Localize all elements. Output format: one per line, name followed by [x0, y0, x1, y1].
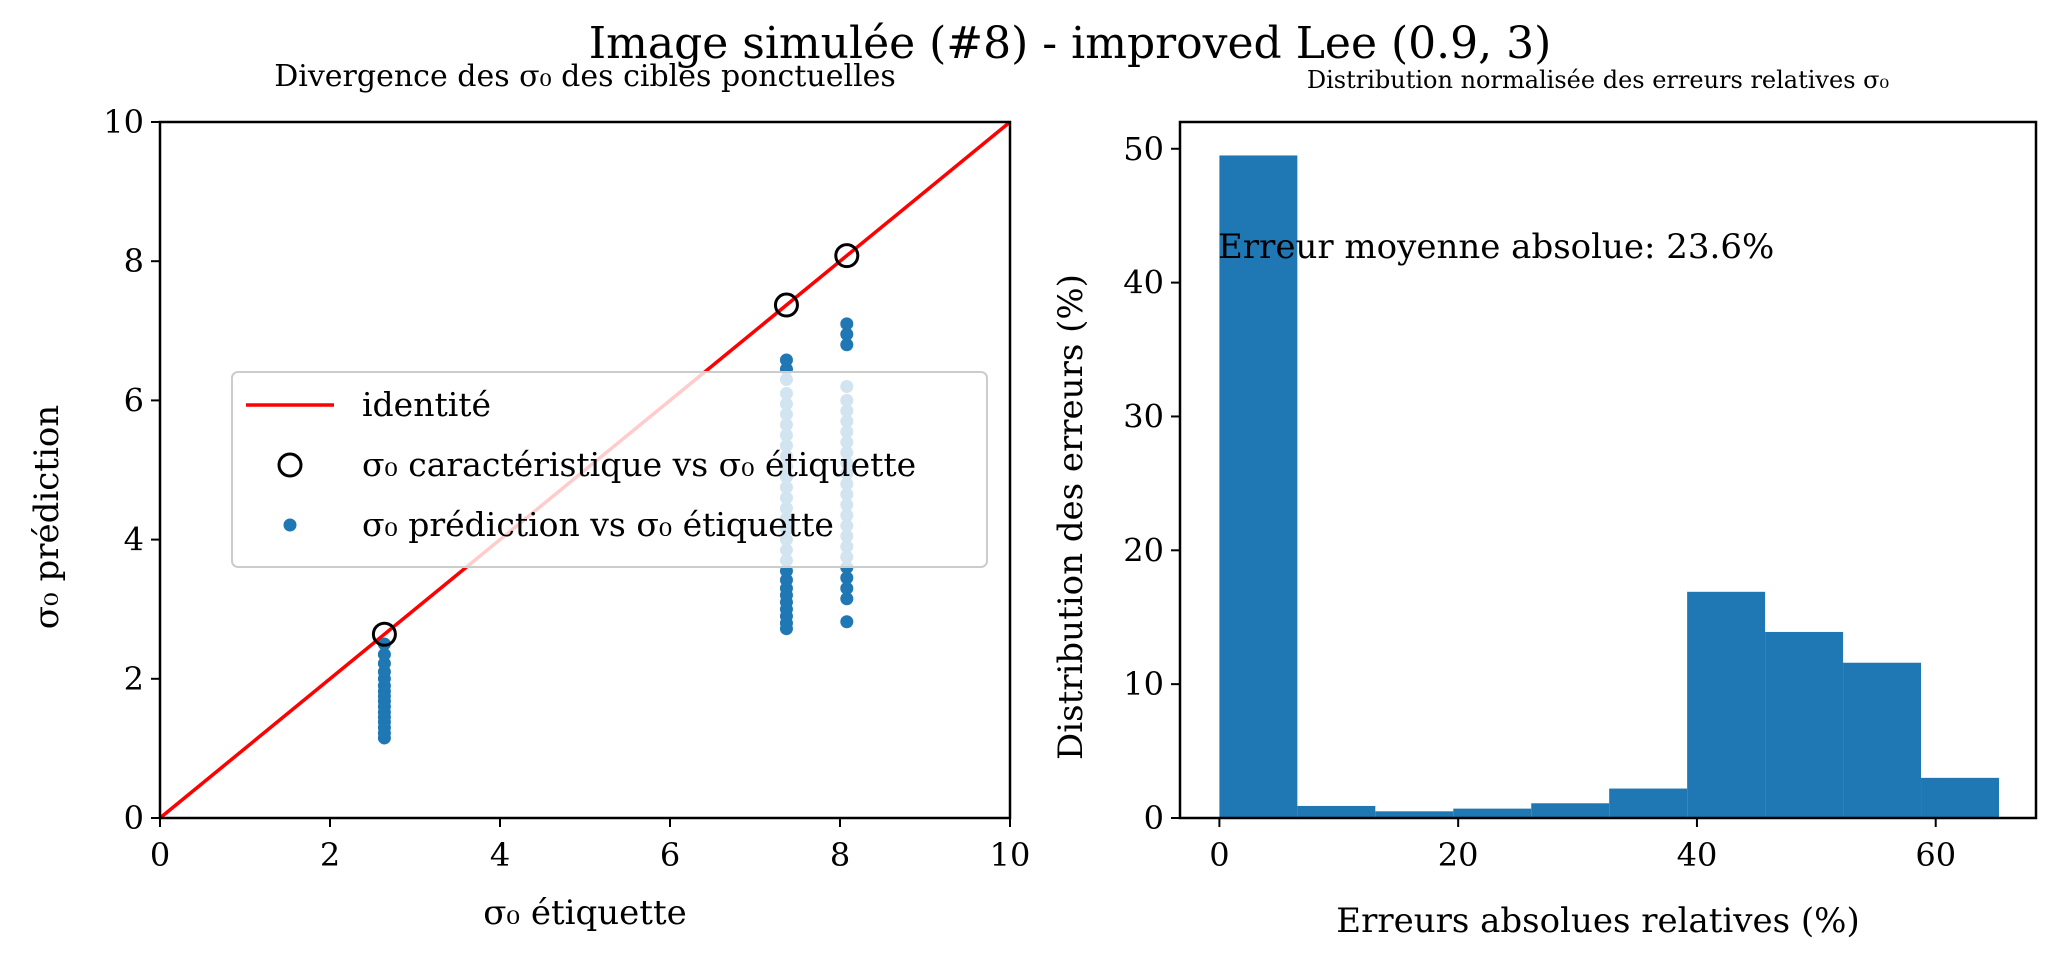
scatter-x-tick-label: 2 — [320, 836, 340, 874]
scatter-legend: identité σ₀ caractéristique vs σ₀ étiquet… — [231, 371, 988, 568]
histogram-y-tick-label: 50 — [1123, 130, 1164, 168]
histogram-x-tick-label: 40 — [1677, 836, 1718, 874]
scatter-y-axis-label: σ₀ prédiction — [27, 405, 67, 629]
histogram-bar-2 — [1375, 811, 1454, 818]
scatter-y-tick-label: 2 — [124, 660, 144, 698]
scatter-frame — [158, 120, 1012, 820]
characteristic-circle-0 — [371, 621, 397, 647]
legend-label: identité — [362, 385, 491, 424]
histogram-y-tick-label: 0 — [1144, 799, 1164, 837]
histogram-x-tick-label: 20 — [1438, 836, 1479, 874]
scatter-x-tick-label: 6 — [660, 836, 680, 874]
prediction-point-2-2 — [840, 581, 854, 595]
histogram-bar-7 — [1765, 631, 1844, 818]
prediction-point-2-3 — [840, 571, 854, 585]
histogram-annotation: Erreur moyenne absolue: 23.6% — [1218, 227, 1774, 267]
scatter-plot-area: 0 2 4 6 8 10 0 2 4 6 8 10 identité σ₀ caractéristique… — [103, 103, 1030, 874]
scatter-y-tick-label: 10 — [103, 103, 144, 141]
histogram-bar-6 — [1687, 591, 1766, 818]
scatter-x-tick-label: 4 — [490, 836, 510, 874]
prediction-point-0-13 — [377, 656, 391, 670]
histogram-x-axis-label: Erreurs absolues relatives (%) — [1336, 901, 1859, 941]
histogram-x-tick-label: 0 — [1209, 836, 1229, 874]
characteristic-circle-1 — [773, 292, 799, 318]
histogram-plot-area: 0 20 40 60 0 10 20 30 40 50 Erreur moyenne absolue… — [1123, 120, 2038, 874]
histogram-x-tick-label: 60 — [1915, 836, 1956, 874]
histogram-bar-3 — [1453, 808, 1532, 818]
histogram-bar-0 — [1219, 155, 1298, 818]
prediction-point-2-22 — [840, 338, 854, 352]
prediction-point-1-28 — [779, 353, 793, 367]
prediction-point-2-0 — [840, 615, 854, 629]
histogram-bar-9 — [1921, 777, 1999, 818]
legend-circle-swatch — [277, 452, 303, 478]
histogram-bar-5 — [1609, 788, 1688, 818]
histogram-y-tick-label: 40 — [1123, 264, 1164, 302]
scatter-y-tick-label: 4 — [124, 521, 144, 559]
prediction-point-2-24 — [840, 317, 854, 331]
histogram-bar-8 — [1843, 662, 1922, 818]
prediction-point-1-7 — [779, 573, 793, 587]
histogram-chart: Distribution normalisée des erreurs rela… — [1051, 66, 2038, 941]
figure-suptitle: Image simulée (#8) - improved Lee (0.9, … — [589, 18, 1552, 69]
histogram-y-tick-label: 10 — [1123, 665, 1164, 703]
scatter-chart: Divergence des σ₀ des cibles ponctuelles… — [27, 59, 1030, 933]
prediction-point-2-23 — [840, 327, 854, 341]
histogram-y-axis-label: Distribution des erreurs (%) — [1051, 274, 1091, 760]
histogram-bar-4 — [1531, 803, 1610, 818]
histogram-frame — [1178, 120, 2038, 820]
characteristic-circle-2 — [834, 243, 860, 269]
prediction-point-2-1 — [840, 592, 854, 606]
scatter-chart-title: Divergence des σ₀ des cibles ponctuelles — [274, 59, 896, 94]
scatter-y-tick-label: 0 — [124, 799, 144, 837]
scatter-y-tick-label: 8 — [124, 242, 144, 280]
legend-label: σ₀ prédiction vs σ₀ étiquette — [362, 505, 834, 544]
histogram-y-tick-label: 30 — [1123, 397, 1164, 435]
prediction-point-0-14 — [377, 647, 391, 661]
scatter-x-tick-label: 8 — [830, 836, 850, 874]
legend-label: σ₀ caractéristique vs σ₀ étiquette — [362, 445, 916, 484]
histogram-chart-title: Distribution normalisée des erreurs rela… — [1307, 66, 1889, 94]
scatter-x-tick-label: 0 — [150, 836, 170, 874]
scatter-x-tick-label: 10 — [990, 836, 1031, 874]
histogram-bar-1 — [1297, 805, 1376, 818]
histogram-y-tick-label: 20 — [1123, 531, 1164, 569]
scatter-y-tick-label: 6 — [124, 381, 144, 419]
scatter-x-axis-label: σ₀ étiquette — [483, 893, 687, 933]
legend-dot-swatch — [283, 518, 297, 532]
legend-box — [231, 371, 988, 568]
